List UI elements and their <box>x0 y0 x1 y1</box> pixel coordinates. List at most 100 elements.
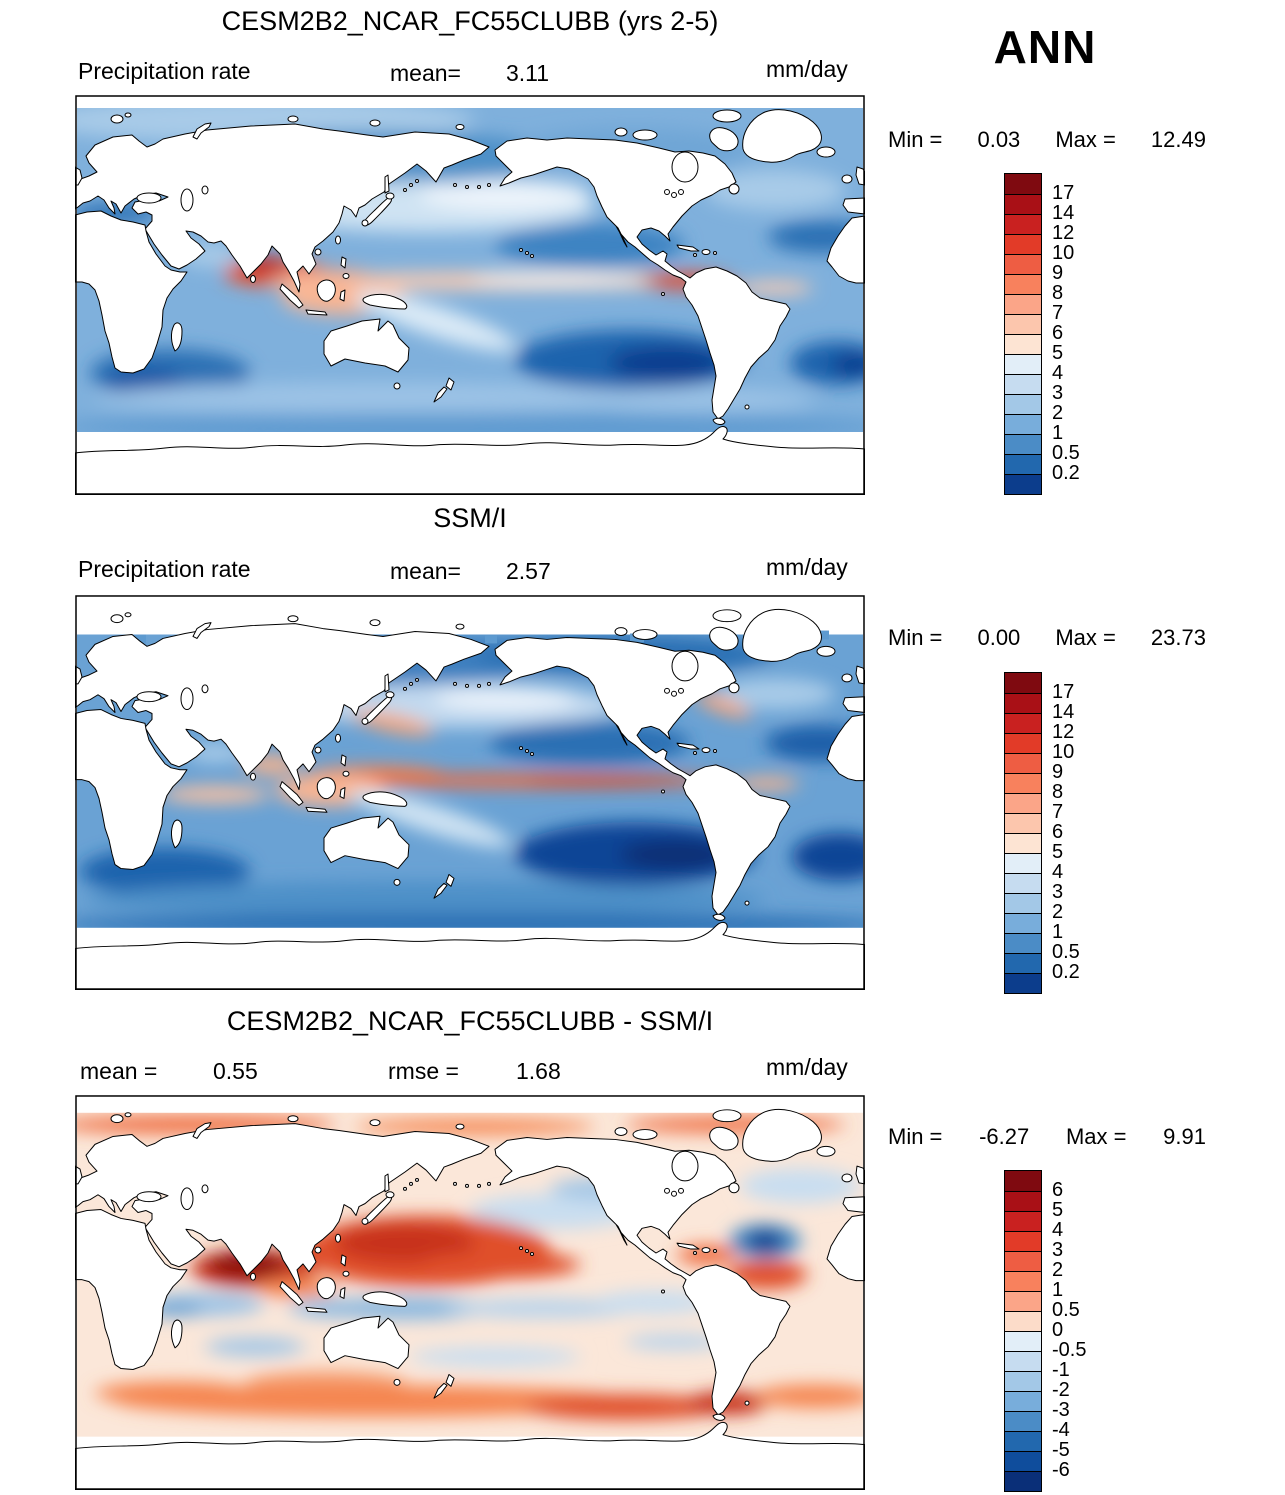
colorbar-tick-label: 14 <box>1052 202 1075 224</box>
colorbar-cell <box>1005 1411 1041 1431</box>
min-value: -6.27 <box>979 1124 1030 1149</box>
colorbar-cell <box>1005 274 1041 294</box>
panel-diff-rmse-value: 1.68 <box>516 1058 561 1084</box>
colorbar-cell <box>1005 334 1041 354</box>
colorbar-cell <box>1005 254 1041 274</box>
panel-obs-mean-label: mean= <box>390 558 461 584</box>
max-value: 9.91 <box>1163 1124 1206 1149</box>
max-label: Max = <box>1065 1124 1127 1149</box>
colorbar-tick-label: -0.5 <box>1052 1339 1087 1361</box>
map-frame <box>75 595 865 990</box>
colorbar-cell <box>1005 1451 1041 1471</box>
colorbar-cell <box>1005 314 1041 334</box>
colorbar-cell <box>1005 474 1041 494</box>
colorbar-tick-label: 0.5 <box>1052 941 1080 963</box>
panel-diff-units: mm/day <box>766 1054 848 1080</box>
colorbar-tick-label: 5 <box>1052 841 1064 863</box>
colorbar-tick-label: 6 <box>1052 821 1064 843</box>
panel-obs-title: SSM/I <box>433 503 507 533</box>
colorbar-tick-label: 10 <box>1052 741 1075 763</box>
map-model <box>75 95 865 495</box>
colorbar-tick-label: 6 <box>1052 322 1064 344</box>
colorbar-cell <box>1005 973 1041 993</box>
colorbar-tick-label: 14 <box>1052 701 1075 723</box>
colorbar-tick-label: 12 <box>1052 222 1075 244</box>
colorbar-cell <box>1005 853 1041 873</box>
colorbar-cell <box>1005 893 1041 913</box>
colorbar-tick-label: -4 <box>1052 1419 1070 1441</box>
colorbar-obs: 17 14 12 10 9 8 7 6 5 4 3 2 1 0.5 0.2 <box>1004 672 1080 994</box>
colorbar-cell <box>1005 1191 1041 1211</box>
colorbar-cell <box>1005 1331 1041 1351</box>
max-label: Max = <box>1055 625 1116 650</box>
panel-model-mean-label: mean= <box>390 60 461 86</box>
colorbar-tick-label: 8 <box>1052 781 1064 803</box>
colorbar-cell <box>1005 414 1041 434</box>
colorbar-cell <box>1005 933 1041 953</box>
colorbar-cells <box>1004 1170 1042 1492</box>
colorbar-model: 17 14 12 10 9 8 7 6 5 4 3 2 1 0.5 0.2 <box>1004 173 1080 495</box>
colorbar-tick-label: -3 <box>1052 1399 1070 1421</box>
colorbar-cell <box>1005 1471 1041 1491</box>
colorbar-cell <box>1005 733 1041 753</box>
colorbar-cell <box>1005 294 1041 314</box>
colorbar-tick-label: -5 <box>1052 1439 1070 1461</box>
colorbar-cell <box>1005 873 1041 893</box>
panel-model-mean-value: 3.11 <box>506 60 550 86</box>
colorbar-cell <box>1005 913 1041 933</box>
colorbar-tick-label: 6 <box>1052 1179 1064 1201</box>
colorbar-cell <box>1005 753 1041 773</box>
colorbar-cells <box>1004 173 1042 495</box>
panel-obs-mean-value: 2.57 <box>506 558 551 584</box>
colorbar-diff: 6 5 4 3 2 1 0.5 0 -0.5 -1 -2 -3 -4 -5 -6 <box>1004 1170 1086 1492</box>
colorbar-tick-label: 0.2 <box>1052 961 1080 983</box>
colorbar-tick-label: 1 <box>1052 1279 1064 1301</box>
colorbar-tick-label: 3 <box>1052 1239 1064 1261</box>
colorbar-cell <box>1005 1251 1041 1271</box>
colorbar-tick-label: 8 <box>1052 282 1064 304</box>
colorbar-cell <box>1005 1231 1041 1251</box>
colorbar-cell <box>1005 394 1041 414</box>
colorbar-cell <box>1005 1171 1041 1191</box>
colorbar-cell <box>1005 793 1041 813</box>
min-label: Min = <box>888 625 943 650</box>
colorbar-cell <box>1005 1211 1041 1231</box>
colorbar-tick-label: 0.2 <box>1052 462 1080 484</box>
colorbar-tick-label: -2 <box>1052 1379 1070 1401</box>
colorbar-cell <box>1005 1391 1041 1411</box>
max-label: Max = <box>1055 127 1116 152</box>
panel-diff-mean-label: mean = <box>80 1058 158 1084</box>
colorbar-cell <box>1005 813 1041 833</box>
colorbar-cell <box>1005 1291 1041 1311</box>
colorbar-cell <box>1005 773 1041 793</box>
colorbar-tick-label: 5 <box>1052 1199 1064 1221</box>
colorbar-tick-label: 3 <box>1052 382 1064 404</box>
colorbar-tick-label: 12 <box>1052 721 1075 743</box>
colorbar-tick-label: 2 <box>1052 1259 1064 1281</box>
colorbar-cell <box>1005 214 1041 234</box>
max-value: 23.73 <box>1150 625 1206 650</box>
colorbar-tick-label: 4 <box>1052 1219 1064 1241</box>
panel-model-minmax: Min = 0.03 Max = 12.49 <box>888 127 1206 153</box>
colorbar-cell <box>1005 434 1041 454</box>
panel-model-units: mm/day <box>766 56 848 82</box>
colorbar-tick-label: 0 <box>1052 1319 1064 1341</box>
colorbar-cell <box>1005 1431 1041 1451</box>
colorbar-cell <box>1005 174 1041 194</box>
colorbar-tick-label: -6 <box>1052 1459 1070 1481</box>
colorbar-tick-label: 5 <box>1052 342 1064 364</box>
colorbar-cell <box>1005 833 1041 853</box>
colorbar-tick-label: 1 <box>1052 921 1064 943</box>
min-label: Min = <box>888 127 943 152</box>
min-value: 0.03 <box>977 127 1021 152</box>
colorbar-tick-label: 9 <box>1052 262 1064 284</box>
panel-model-title: CESM2B2_NCAR_FC55CLUBB (yrs 2-5) <box>221 6 719 36</box>
colorbar-tick-label: 4 <box>1052 362 1064 384</box>
colorbar-tick-label: 1 <box>1052 422 1064 444</box>
min-label: Min = <box>888 1124 943 1149</box>
colorbar-cell <box>1005 1311 1041 1331</box>
colorbar-cell <box>1005 673 1041 693</box>
panel-diff-minmax: Min = -6.27 Max = 9.91 <box>888 1124 1206 1150</box>
colorbar-cell <box>1005 374 1041 394</box>
